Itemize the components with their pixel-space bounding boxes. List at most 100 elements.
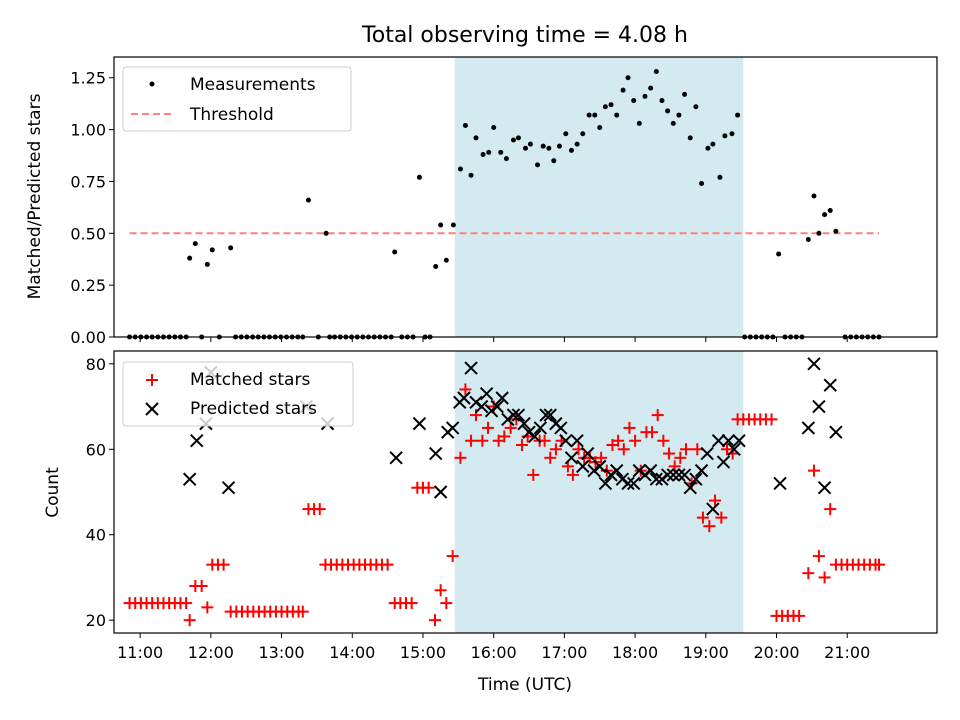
- predicted-stars-point: [672, 468, 686, 482]
- xtick-label: 15:00: [400, 643, 446, 662]
- predicted-stars-point: [517, 416, 531, 431]
- predicted-stars-point: [649, 472, 664, 486]
- predicted-stars-point: [554, 421, 568, 435]
- measurements-point: [323, 230, 329, 236]
- matched-stars-point: [679, 443, 692, 456]
- matched-stars-point: [180, 597, 193, 610]
- bottom-panel: 20 40 60 80 11:00 12:00 13:00 14:00 15:00 16:00 17…: [43, 350, 938, 695]
- matched-stars-point: [651, 409, 664, 422]
- measurements-point: [443, 257, 449, 263]
- matched-stars-point: [696, 511, 709, 524]
- measurements-point: [450, 222, 456, 228]
- measurements-point: [636, 120, 642, 126]
- measurements-point: [648, 85, 654, 91]
- predicted-stars-point: [581, 446, 595, 461]
- xtick-label: 20:00: [753, 643, 799, 662]
- matched-stars-point: [183, 614, 196, 627]
- matched-stars-point: [807, 464, 820, 477]
- measurements-point: [659, 98, 665, 104]
- measurements-point: [551, 158, 557, 164]
- predicted-stars-point: [506, 408, 521, 422]
- measurements-point: [676, 112, 682, 118]
- predicted-stars-point: [598, 476, 613, 491]
- top-panel: 0.00 0.25 0.50 0.75 1.00 1.25 Matched/Predict…: [25, 56, 938, 347]
- matched-stars-point: [674, 451, 687, 464]
- predicted-stars-point: [643, 463, 658, 478]
- predicted-stars-point: [495, 391, 509, 405]
- measurements-point: [729, 131, 735, 137]
- xtick-label: 14:00: [329, 643, 375, 662]
- predicted-stars-point: [683, 481, 697, 495]
- measurements-point: [523, 145, 528, 151]
- matched-stars-point: [313, 503, 326, 516]
- matched-stars-point: [544, 451, 557, 464]
- matched-stars-point: [802, 567, 815, 580]
- measurements-point: [586, 112, 592, 118]
- xtick-label: 13:00: [259, 643, 305, 662]
- measurements-point: [527, 141, 533, 147]
- measurements-point: [631, 98, 637, 104]
- top-observing-window: [454, 57, 744, 337]
- measurements-point: [827, 207, 833, 213]
- matched-stars-point: [440, 597, 453, 610]
- predicted-stars-point: [677, 468, 692, 482]
- xtick-label: 11:00: [117, 643, 163, 662]
- predicted-stars-point: [182, 472, 197, 486]
- predicted-stars-point: [716, 455, 731, 469]
- matched-stars-point: [824, 503, 837, 516]
- predicted-stars-point: [576, 459, 590, 474]
- predicted-stars-point: [490, 399, 504, 414]
- measurements-point: [556, 143, 562, 149]
- matched-stars-point: [296, 605, 309, 618]
- measurements-point: [480, 151, 486, 157]
- predicted-stars-point: [807, 357, 821, 371]
- matched-stars-point: [465, 434, 478, 447]
- measurements-point: [699, 181, 705, 187]
- matched-stars-point: [538, 434, 551, 447]
- measurements-point: [722, 133, 728, 139]
- bottom-ytick-label: 40: [86, 526, 106, 545]
- matched-stars-point: [381, 558, 394, 571]
- measurements-point: [535, 162, 541, 168]
- matched-stars-point: [765, 413, 778, 426]
- bottom-ytick-label: 80: [86, 355, 106, 374]
- top-ytick-label: 0.00: [70, 328, 106, 347]
- matched-stars-point: [549, 443, 562, 456]
- top-legend: Measurements Threshold: [122, 66, 352, 132]
- predicted-stars-point: [721, 434, 736, 448]
- matched-stars-point: [459, 383, 472, 396]
- measurements-point: [498, 149, 504, 155]
- measurements-point: [546, 145, 552, 151]
- xtick-label: 17:00: [541, 643, 587, 662]
- measurements-point: [620, 87, 626, 93]
- x-axis-label: Time (UTC): [477, 675, 572, 695]
- measurements-point: [653, 69, 659, 75]
- predicted-stars-point: [706, 502, 720, 516]
- predicted-stars-point: [559, 434, 573, 448]
- predicted-stars-point: [732, 434, 746, 448]
- measurements-point: [473, 135, 479, 141]
- matched-stars-point: [629, 434, 642, 447]
- predicted-stars-point: [428, 446, 443, 461]
- measurements-point: [491, 125, 497, 131]
- matched-stars-point: [527, 468, 540, 481]
- measurements-point: [822, 212, 828, 218]
- measurements-point: [705, 145, 711, 151]
- predicted-stars-point: [190, 434, 204, 448]
- predicted-stars-point: [564, 451, 579, 465]
- predicted-stars-point: [626, 476, 641, 491]
- xtick-label: 21:00: [824, 643, 870, 662]
- measurements-point: [462, 122, 468, 128]
- matched-stars-point: [454, 451, 467, 464]
- predicted-stars-point: [479, 387, 494, 401]
- xtick-label: 18:00: [612, 643, 658, 662]
- predicted-stars-point: [543, 408, 557, 422]
- measurements-point: [670, 120, 676, 126]
- matched-stars-point: [873, 558, 886, 571]
- predicted-stars-point: [457, 391, 471, 405]
- xtick-label: 16:00: [471, 643, 517, 662]
- top-ytick-label: 0.25: [70, 276, 106, 295]
- matched-stars-point: [657, 434, 670, 447]
- predicted-stars-point: [464, 361, 478, 375]
